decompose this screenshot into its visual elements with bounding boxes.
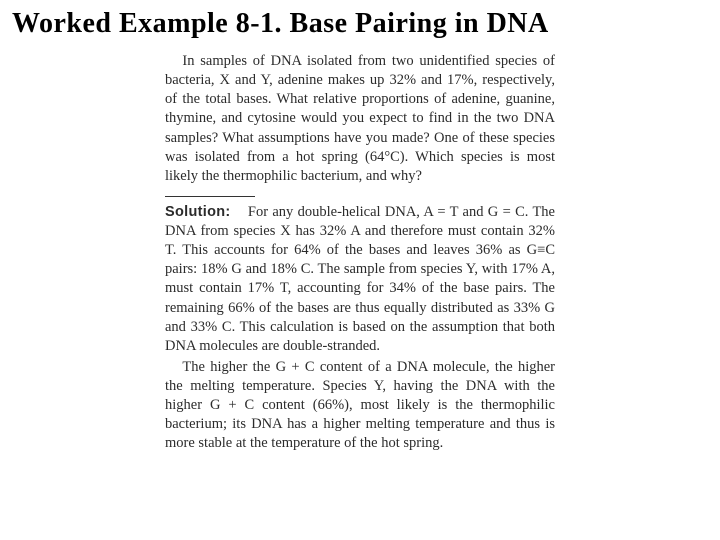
divider-rule bbox=[165, 196, 255, 197]
problem-text: In samples of DNA isolated from two unid… bbox=[165, 52, 555, 186]
content-column: In samples of DNA isolated from two unid… bbox=[165, 52, 555, 454]
solution-text-1: For any double-helical DNA, A = T and G … bbox=[165, 204, 555, 354]
solution-paragraph-2: The higher the G + C content of a DNA mo… bbox=[165, 358, 555, 454]
solution-label: Solution: bbox=[165, 204, 231, 220]
page-title: Worked Example 8-1. Base Pairing in DNA bbox=[0, 0, 720, 46]
solution-paragraph-1: Solution:For any double-helical DNA, A =… bbox=[165, 203, 555, 356]
